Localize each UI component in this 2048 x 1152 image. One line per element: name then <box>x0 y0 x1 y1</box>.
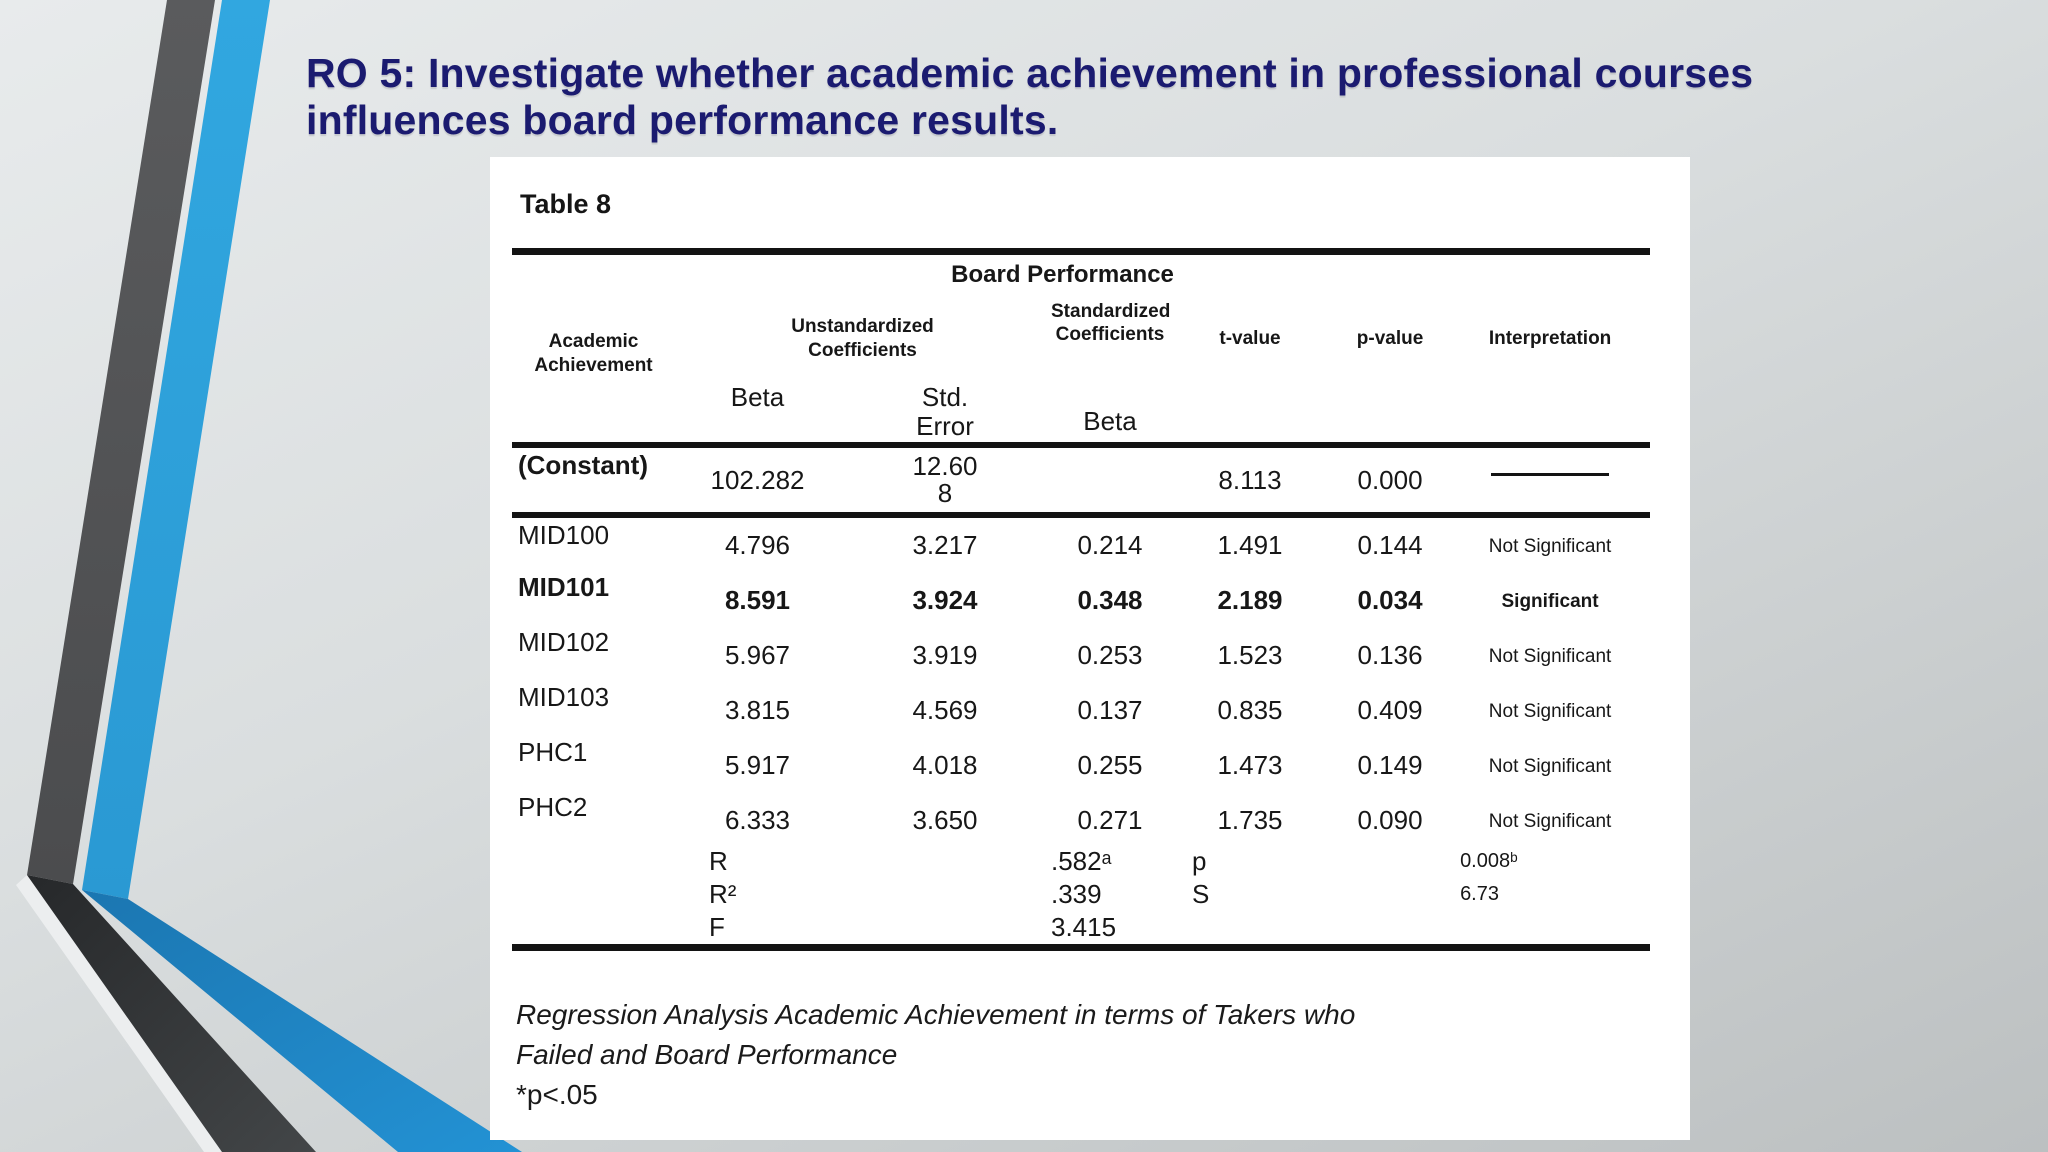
board-performance-header: Board Performance <box>951 261 1174 289</box>
cell-t-value: 2.189 <box>1217 584 1283 615</box>
cell-std-error: 4.569 <box>912 694 978 725</box>
cell-beta-std: 0.214 <box>1077 529 1143 560</box>
slide-title: RO 5: Investigate whether academic achie… <box>306 50 1754 143</box>
col-header-p-value: p-value <box>1356 327 1424 349</box>
sub-header-row: Beta Std. Error Beta <box>512 381 1651 448</box>
cell-t-value: 1.523 <box>1217 639 1283 670</box>
significance-note: *p<.05 <box>516 1078 598 1110</box>
cell-interpretation: Not Significant <box>1488 810 1612 832</box>
stat-label-r: R <box>709 845 728 876</box>
cell-std-error: 12.60 8 <box>840 444 1050 518</box>
row-label: MID102 <box>518 626 610 657</box>
group-header-row: Board Performance <box>512 252 1650 296</box>
cell-p-value: 0.090 <box>1357 804 1423 835</box>
stat-label-r-squared: R² <box>709 878 737 909</box>
cell-interpretation: Not Significant <box>1488 700 1612 722</box>
cell-t-value: 1.735 <box>1217 804 1283 835</box>
ribbon-blue-lower <box>82 890 522 1152</box>
stat-label-p: p <box>1192 845 1207 876</box>
cell-beta: 4.796 <box>724 529 791 560</box>
cell-interpretation: Not Significant <box>1488 755 1612 777</box>
table-row-phc2: PHC2 6.333 3.650 0.271 1.735 0.090 Not S… <box>512 790 1650 845</box>
cell-std-error: 3.919 <box>912 639 978 670</box>
cell-std-error: 3.924 <box>912 584 978 615</box>
cell-interpretation: Not Significant <box>1488 645 1612 667</box>
constant-interpretation-dash <box>1491 472 1610 476</box>
row-label: MID101 <box>518 571 610 602</box>
cell-p-value: 0.149 <box>1357 749 1423 780</box>
table-row-mid103: MID103 3.815 4.569 0.137 0.835 0.409 Not… <box>512 680 1650 735</box>
stat-value-r-squared: .339 <box>1051 878 1102 909</box>
caption-text: Regression Analysis Academic Achievement… <box>516 999 1356 1070</box>
cell-beta-std: 0.348 <box>1077 584 1143 615</box>
cell-std-error: 3.650 <box>912 804 978 835</box>
table-row-mid100: MID100 4.796 3.217 0.214 1.491 0.144 Not… <box>512 515 1650 570</box>
row-label: (Constant) <box>512 444 675 518</box>
stats-row-f: F 3.415 <box>512 911 1650 948</box>
subheader-beta-standardized: Beta <box>1050 381 1170 448</box>
content-panel: Table 8 Board Performance Academic Achie… <box>490 157 1690 1140</box>
table-number-label: Table 8 <box>520 189 612 219</box>
cell-t-value: 0.835 <box>1217 694 1283 725</box>
cell-beta-std: 0.137 <box>1077 694 1143 725</box>
cell-beta: 5.917 <box>724 749 791 780</box>
stats-row-r-squared: R² .339 S 6.73 <box>512 878 1650 911</box>
ribbon-gray-lower <box>27 875 316 1152</box>
stat-label-f: F <box>709 911 725 942</box>
stat-value-s: 6.73 <box>1460 882 1499 905</box>
cell-t-value: 1.473 <box>1217 749 1283 780</box>
col-header-t-value: t-value <box>1219 327 1281 349</box>
cell-std-error: 4.018 <box>912 749 978 780</box>
cell-beta: 8.591 <box>724 584 791 615</box>
cell-interpretation: Significant <box>1501 590 1599 612</box>
col-header-standardized-coefficients: Standardized Coefficients <box>1051 300 1170 346</box>
cell-beta: 3.815 <box>724 694 791 725</box>
cell-beta: 102.282 <box>675 444 840 518</box>
subheader-std-error: Std. Error <box>840 381 1050 448</box>
cell-t-value: 1.491 <box>1217 529 1283 560</box>
stat-value-f: 3.415 <box>1051 911 1117 942</box>
table-row-constant: (Constant) 102.282 12.60 8 8.113 0.000 <box>512 444 1651 518</box>
cell-p-value: 0.136 <box>1357 639 1423 670</box>
stat-value-r: .582ᵃ <box>1051 845 1112 876</box>
cell-t-value: 8.113 <box>1170 444 1330 518</box>
column-header-row: Academic Achievement Unstandardized Coef… <box>512 296 1650 382</box>
table-row-mid102: MID102 5.967 3.919 0.253 1.523 0.136 Not… <box>512 625 1650 680</box>
cell-beta-std: 0.255 <box>1077 749 1143 780</box>
cell-beta: 5.967 <box>724 639 791 670</box>
stat-value-p: 0.008ᵇ <box>1460 849 1518 872</box>
row-label: PHC1 <box>518 736 588 767</box>
ribbon-blue-upper <box>82 0 270 899</box>
subheader-beta-unstandardized: Beta <box>675 381 840 448</box>
cell-beta-std: 0.271 <box>1077 804 1143 835</box>
table-row-mid101: MID101 8.591 3.924 0.348 2.189 0.034 Sig… <box>512 570 1650 625</box>
cell-interpretation: Not Significant <box>1488 535 1612 557</box>
table-caption: Regression Analysis Academic Achievement… <box>516 995 1586 1114</box>
ribbon-highlight-sliver <box>16 875 224 1152</box>
cell-p-value: 0.034 <box>1357 584 1423 615</box>
cell-p-value: 0.000 <box>1330 444 1451 518</box>
cell-beta: 6.333 <box>724 804 791 835</box>
cell-p-value: 0.409 <box>1357 694 1423 725</box>
table-row-phc1: PHC1 5.917 4.018 0.255 1.473 0.149 Not S… <box>512 735 1650 790</box>
stat-label-s: S <box>1192 878 1210 909</box>
col-header-unstandardized-coefficients: Unstandardized Coefficients <box>791 315 934 361</box>
cell-std-error: 3.217 <box>912 529 978 560</box>
row-label: MID100 <box>518 519 610 550</box>
ribbon-gray-upper <box>27 0 215 884</box>
cell-p-value: 0.144 <box>1357 529 1423 560</box>
col-header-academic-achievement: Academic Achievement <box>534 331 653 376</box>
row-label: MID103 <box>518 681 610 712</box>
stats-row-r: R .582ᵃ p 0.008ᵇ <box>512 845 1650 878</box>
cell-beta-std <box>1050 444 1170 518</box>
row-label: PHC2 <box>518 791 588 822</box>
cell-beta-std: 0.253 <box>1077 639 1143 670</box>
regression-table: Board Performance Academic Achievement U… <box>512 248 1651 951</box>
col-header-interpretation: Interpretation <box>1488 327 1612 349</box>
